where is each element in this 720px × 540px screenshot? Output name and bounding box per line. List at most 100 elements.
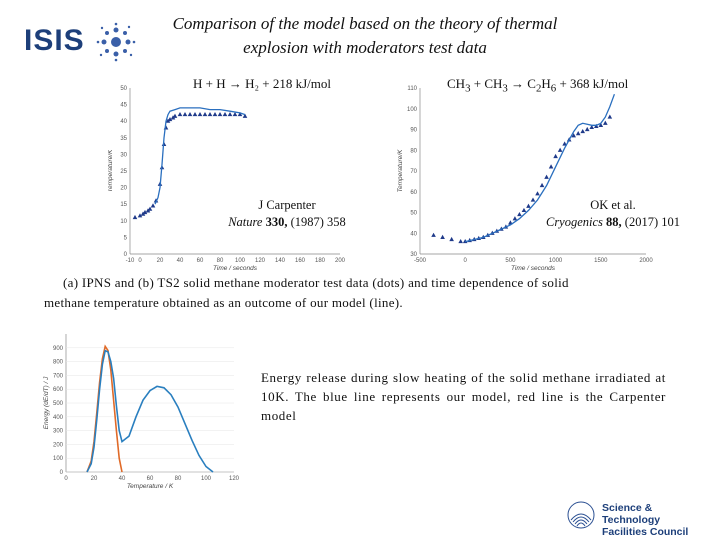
eq-b-h: H: [541, 76, 551, 91]
y-tick-label: 600: [53, 387, 64, 393]
y-tick-label: 800: [53, 360, 64, 366]
x-tick-label: 0: [64, 476, 68, 482]
data-point: [242, 113, 248, 118]
x-tick-label: 20: [91, 476, 98, 482]
isis-logo-mark: [96, 22, 136, 62]
x-tick-label: 100: [201, 476, 212, 482]
data-point: [153, 198, 159, 203]
eq-b-plus-ch: + CH: [470, 76, 503, 91]
data-point: [458, 238, 463, 244]
chart-b-cite-author: OK et al.: [590, 198, 636, 212]
caption-line-1: (a) IPNS and (b) TS2 solid methane moder…: [63, 275, 569, 290]
y-tick-label: 900: [53, 346, 64, 352]
chart-a-cite-journal: Nature: [228, 215, 263, 229]
x-tick-label: -500: [414, 258, 427, 264]
stfc-logo-mark: [567, 501, 595, 529]
x-tick-label: 120: [229, 476, 240, 482]
y-tick-label: 25: [120, 169, 127, 175]
energy-caption: Energy release during slow heating of th…: [261, 370, 666, 423]
y-tick-label: 40: [120, 119, 127, 125]
data-point: [440, 234, 445, 239]
y-tick-label: 100: [53, 456, 64, 462]
y-tick-label: 100: [407, 107, 418, 113]
chart-a-ipns: -10 0 20 40 60 80 100 120 140 160 180 200 0 5 10 15 20 25…: [108, 86, 346, 272]
data-point: [562, 141, 567, 146]
data-point: [512, 216, 518, 221]
chart-b-ts2: -500 0 500 1000 1500 2000 30 40 50 60 70 80 90 100 110…: [397, 86, 653, 272]
y-tick-label: 15: [120, 202, 127, 208]
stfc-line-2: Facilities Council: [602, 526, 689, 538]
stfc-logo: Science & Technology Facilities Council: [566, 500, 706, 538]
chart-b-cite-journal: Cryogenics: [545, 215, 603, 229]
data-point: [589, 124, 595, 130]
data-point: [580, 128, 586, 134]
data-point: [557, 147, 563, 152]
x-tick-label: 120: [255, 258, 266, 264]
x-tick-label: 80: [217, 258, 224, 264]
title-line-1: Comparison of the model based on the the…: [172, 14, 558, 33]
data-point: [132, 214, 138, 220]
y-tick-label: 45: [120, 103, 127, 109]
eq-b-arrow-c: → C: [507, 76, 536, 91]
x-tick-label: 160: [295, 258, 306, 264]
caption-line-2: methane temperature obtained as an outco…: [44, 295, 403, 310]
x-tick-label: 80: [175, 476, 182, 482]
x-tick-label: 1500: [594, 258, 608, 264]
data-point: [517, 211, 522, 217]
y-tick-label: 40: [410, 231, 417, 237]
data-point: [222, 111, 228, 117]
y-tick-label: 0: [60, 470, 64, 476]
chart-a-equation: H + H → H₂ + 218 kJ/mol: [193, 76, 332, 91]
data-point: [575, 131, 581, 136]
data-point: [142, 209, 148, 215]
y-axis-label: Energy (dE/dT) / J: [43, 376, 50, 429]
eq-b-energy: + 368 kJ/mol: [556, 76, 629, 91]
x-tick-label: 1000: [549, 258, 563, 264]
chart-a-cite-rest: (1987) 358: [287, 215, 346, 229]
chart-a-cite-ref: Nature 330, (1987) 358: [212, 214, 362, 231]
data-point: [548, 164, 554, 169]
series-line-1: [154, 107, 246, 205]
y-tick-label: 200: [53, 442, 64, 448]
x-axis-label: Temperature / K: [127, 483, 174, 490]
x-axis-label: Time / seconds: [511, 265, 556, 272]
data-point: [603, 120, 608, 125]
y-tick-label: 400: [53, 415, 64, 421]
x-tick-label: 500: [505, 258, 516, 264]
y-tick-label: 90: [410, 128, 417, 134]
chart-energy-release: 0 20 40 60 80 100 120 0 100 200 300 400 500 600 700 800…: [43, 334, 240, 490]
x-axis-label: Time / seconds: [213, 265, 258, 272]
y-axis-label: Temperature/K: [108, 149, 114, 192]
data-point: [217, 111, 223, 117]
isis-logo: ISIS: [24, 20, 136, 64]
chart-b-cite-rest: (2017) 101: [621, 215, 680, 229]
data-point: [150, 203, 156, 208]
y-tick-label: 500: [53, 401, 64, 407]
isis-logo-text: ISIS: [24, 24, 85, 57]
data-point: [227, 111, 233, 117]
y-tick-label: 50: [120, 86, 127, 92]
y-tick-label: 300: [53, 429, 64, 435]
data-point: [449, 236, 454, 242]
data-point: [539, 182, 545, 188]
data-point: [232, 111, 238, 117]
series-line-1: [465, 93, 616, 243]
x-tick-label: 200: [335, 258, 346, 264]
x-tick-label: 2000: [639, 258, 653, 264]
chart-b-equation: CH3 + CH3 → C2H6 + 368 kJ/mol: [447, 76, 628, 95]
chart-a-citation: J Carpenter Nature 330, (1987) 358: [212, 197, 362, 231]
data-point: [530, 197, 536, 202]
y-tick-label: 80: [410, 148, 417, 154]
x-tick-label: 140: [275, 258, 286, 264]
data-point: [207, 111, 213, 117]
title-line-2: explosion with moderators test data: [243, 38, 487, 57]
data-point: [167, 116, 173, 122]
data-point: [598, 122, 604, 127]
eq-b-ch: CH: [447, 76, 466, 91]
y-tick-label: 110: [407, 86, 417, 92]
x-tick-label: 100: [235, 258, 246, 264]
chart-b-citation: OK et al. Cryogenics 88, (2017) 101: [533, 197, 693, 231]
x-tick-label: 180: [315, 258, 326, 264]
x-tick-label: 60: [147, 476, 154, 482]
data-point: [526, 203, 531, 208]
